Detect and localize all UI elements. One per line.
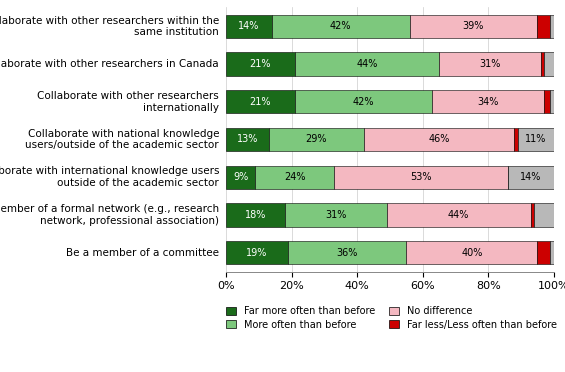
Text: 42%: 42% (330, 21, 351, 31)
Text: 40%: 40% (461, 248, 483, 258)
Legend: Far more often than before, More often than before, No difference, Far less/Less: Far more often than before, More often t… (226, 306, 565, 330)
Bar (541, 52, 544, 76)
Bar (226, 241, 288, 264)
Bar (439, 52, 541, 76)
Bar (226, 166, 255, 189)
Text: 31%: 31% (325, 210, 346, 220)
Bar (364, 128, 514, 151)
Bar (550, 90, 554, 113)
Bar (386, 203, 531, 227)
Bar (544, 52, 554, 76)
Bar (295, 90, 432, 113)
Bar (268, 128, 364, 151)
Text: 21%: 21% (250, 59, 271, 69)
Bar (544, 90, 550, 113)
Bar (255, 166, 334, 189)
Text: 21%: 21% (250, 97, 271, 107)
Bar (295, 52, 439, 76)
Bar (508, 166, 554, 189)
Text: 46%: 46% (428, 135, 450, 144)
Bar (537, 241, 550, 264)
Bar (406, 241, 537, 264)
Bar (226, 128, 268, 151)
Bar (272, 15, 410, 38)
Text: 34%: 34% (477, 97, 499, 107)
Text: 9%: 9% (233, 172, 249, 182)
Text: 36%: 36% (337, 248, 358, 258)
Text: 29%: 29% (305, 135, 327, 144)
Bar (534, 203, 554, 227)
Bar (550, 241, 554, 264)
Bar (531, 203, 534, 227)
Text: 31%: 31% (479, 59, 501, 69)
Text: 44%: 44% (356, 59, 377, 69)
Bar (288, 241, 406, 264)
Text: 39%: 39% (463, 21, 484, 31)
Bar (432, 90, 544, 113)
Bar (226, 52, 295, 76)
Text: 11%: 11% (525, 135, 546, 144)
Text: 44%: 44% (448, 210, 470, 220)
Bar (226, 90, 295, 113)
Bar (226, 15, 272, 38)
Text: 42%: 42% (353, 97, 375, 107)
Bar (518, 128, 554, 151)
Text: 14%: 14% (238, 21, 260, 31)
Bar (537, 15, 550, 38)
Text: 19%: 19% (246, 248, 268, 258)
Text: 53%: 53% (410, 172, 432, 182)
Bar (550, 15, 554, 38)
Bar (285, 203, 386, 227)
Bar (410, 15, 537, 38)
Text: 14%: 14% (520, 172, 541, 182)
Bar (334, 166, 508, 189)
Text: 18%: 18% (245, 210, 266, 220)
Text: 24%: 24% (284, 172, 306, 182)
Text: 13%: 13% (237, 135, 258, 144)
Bar (226, 203, 285, 227)
Bar (514, 128, 518, 151)
